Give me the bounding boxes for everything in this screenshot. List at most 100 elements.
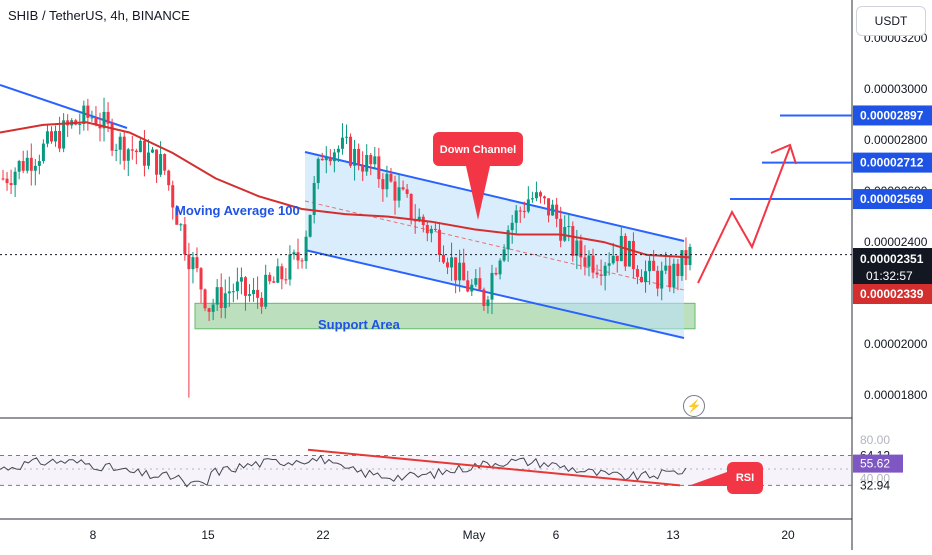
candle-body xyxy=(175,207,179,225)
candle-body xyxy=(106,111,110,124)
candle-body xyxy=(466,280,470,292)
candle-body xyxy=(551,204,555,216)
candle-body xyxy=(587,255,591,267)
candle-body xyxy=(349,136,353,166)
candle-body xyxy=(514,210,518,223)
projection-path xyxy=(697,146,791,284)
candle-body xyxy=(652,260,656,271)
candle-body xyxy=(292,252,296,255)
candle-body xyxy=(462,262,466,281)
support-area-label: Support Area xyxy=(318,317,401,332)
candle-body xyxy=(328,157,332,162)
candle-body xyxy=(474,278,478,285)
candle-body xyxy=(171,185,175,208)
currency-button[interactable]: USDT xyxy=(856,6,926,36)
candle-body xyxy=(409,193,413,220)
candle-body xyxy=(543,196,547,199)
candle-body xyxy=(672,263,676,288)
candle-body xyxy=(138,140,142,153)
candle-body xyxy=(429,228,433,234)
candle-body xyxy=(49,131,53,142)
candle-body xyxy=(183,224,187,255)
candle-body xyxy=(58,130,62,149)
price-tick-label: 0.00002400 xyxy=(864,235,928,249)
lightning-icon[interactable]: ⚡ xyxy=(683,395,705,417)
candle-body xyxy=(25,157,29,171)
channel-lower-line xyxy=(304,249,685,339)
candle-body xyxy=(530,198,534,200)
candle-body xyxy=(381,179,385,190)
candle-body xyxy=(29,157,33,171)
candle-body xyxy=(280,266,284,280)
candle-body xyxy=(45,131,49,144)
candle-body xyxy=(502,249,506,261)
candle-body xyxy=(405,189,409,194)
candle-body xyxy=(635,269,639,277)
candle-body xyxy=(17,161,21,172)
candle-body xyxy=(563,226,567,241)
candle-body xyxy=(603,265,607,276)
candle-body xyxy=(1,178,5,180)
candle-body xyxy=(243,277,247,296)
rsi-tick-lower: 32.94 xyxy=(860,478,890,492)
candle-body xyxy=(615,255,619,262)
candle-body xyxy=(134,150,138,153)
candle-body xyxy=(656,270,660,289)
candle-body xyxy=(534,192,538,199)
candle-body xyxy=(248,294,252,296)
price-tick-label: 0.00002000 xyxy=(864,337,928,351)
candle-body xyxy=(437,229,441,255)
down-channel-label: Down Channel xyxy=(440,144,516,156)
candle-body xyxy=(433,228,437,230)
candle-body xyxy=(668,265,672,288)
candle-body xyxy=(599,274,603,276)
candle-body xyxy=(583,257,587,267)
candle-body xyxy=(385,173,389,190)
candle-body xyxy=(62,120,66,149)
candle-body xyxy=(146,152,150,166)
candle-body xyxy=(547,198,551,216)
candle-body xyxy=(361,165,365,172)
target-price-badge-bg xyxy=(853,105,932,126)
candle-body xyxy=(575,240,579,256)
candle-body xyxy=(126,149,130,161)
candle-body xyxy=(494,272,498,275)
candle-body xyxy=(296,252,300,261)
candle-body xyxy=(33,165,37,171)
candle-body xyxy=(486,299,490,306)
time-axis-label: 22 xyxy=(316,528,330,542)
candle-body xyxy=(114,149,118,151)
candle-body xyxy=(223,293,227,309)
candle-body xyxy=(215,287,219,305)
candle-body xyxy=(288,254,292,280)
candle-body xyxy=(336,148,340,153)
candle-body xyxy=(304,236,308,262)
current-price-badge: 0.00002351 xyxy=(860,252,924,266)
candle-body xyxy=(235,281,239,292)
rsi-tick-faint: 80.00 xyxy=(860,433,890,447)
price-tick-label: 0.00001800 xyxy=(864,388,928,402)
candle-body xyxy=(155,149,159,175)
candle-body xyxy=(401,187,405,190)
candle-body xyxy=(239,277,243,282)
candle-body xyxy=(142,140,146,166)
candle-body xyxy=(300,260,304,262)
candle-body xyxy=(377,156,381,180)
candle-body xyxy=(510,222,514,231)
candle-body xyxy=(191,257,195,270)
candle-body xyxy=(506,230,510,250)
candle-body xyxy=(5,178,9,184)
current-price-badge-bg xyxy=(853,248,932,286)
down-channel-pointer xyxy=(466,166,490,220)
price-tick-label: 0.00003000 xyxy=(864,82,928,96)
time-axis-label: May xyxy=(463,528,486,542)
candle-body xyxy=(664,265,668,271)
candle-body xyxy=(54,130,58,142)
candle-body xyxy=(389,173,393,182)
candle-body xyxy=(623,235,627,267)
target-price-badge-bg xyxy=(853,152,932,173)
candle-body xyxy=(260,297,264,307)
candle-body xyxy=(579,240,583,258)
